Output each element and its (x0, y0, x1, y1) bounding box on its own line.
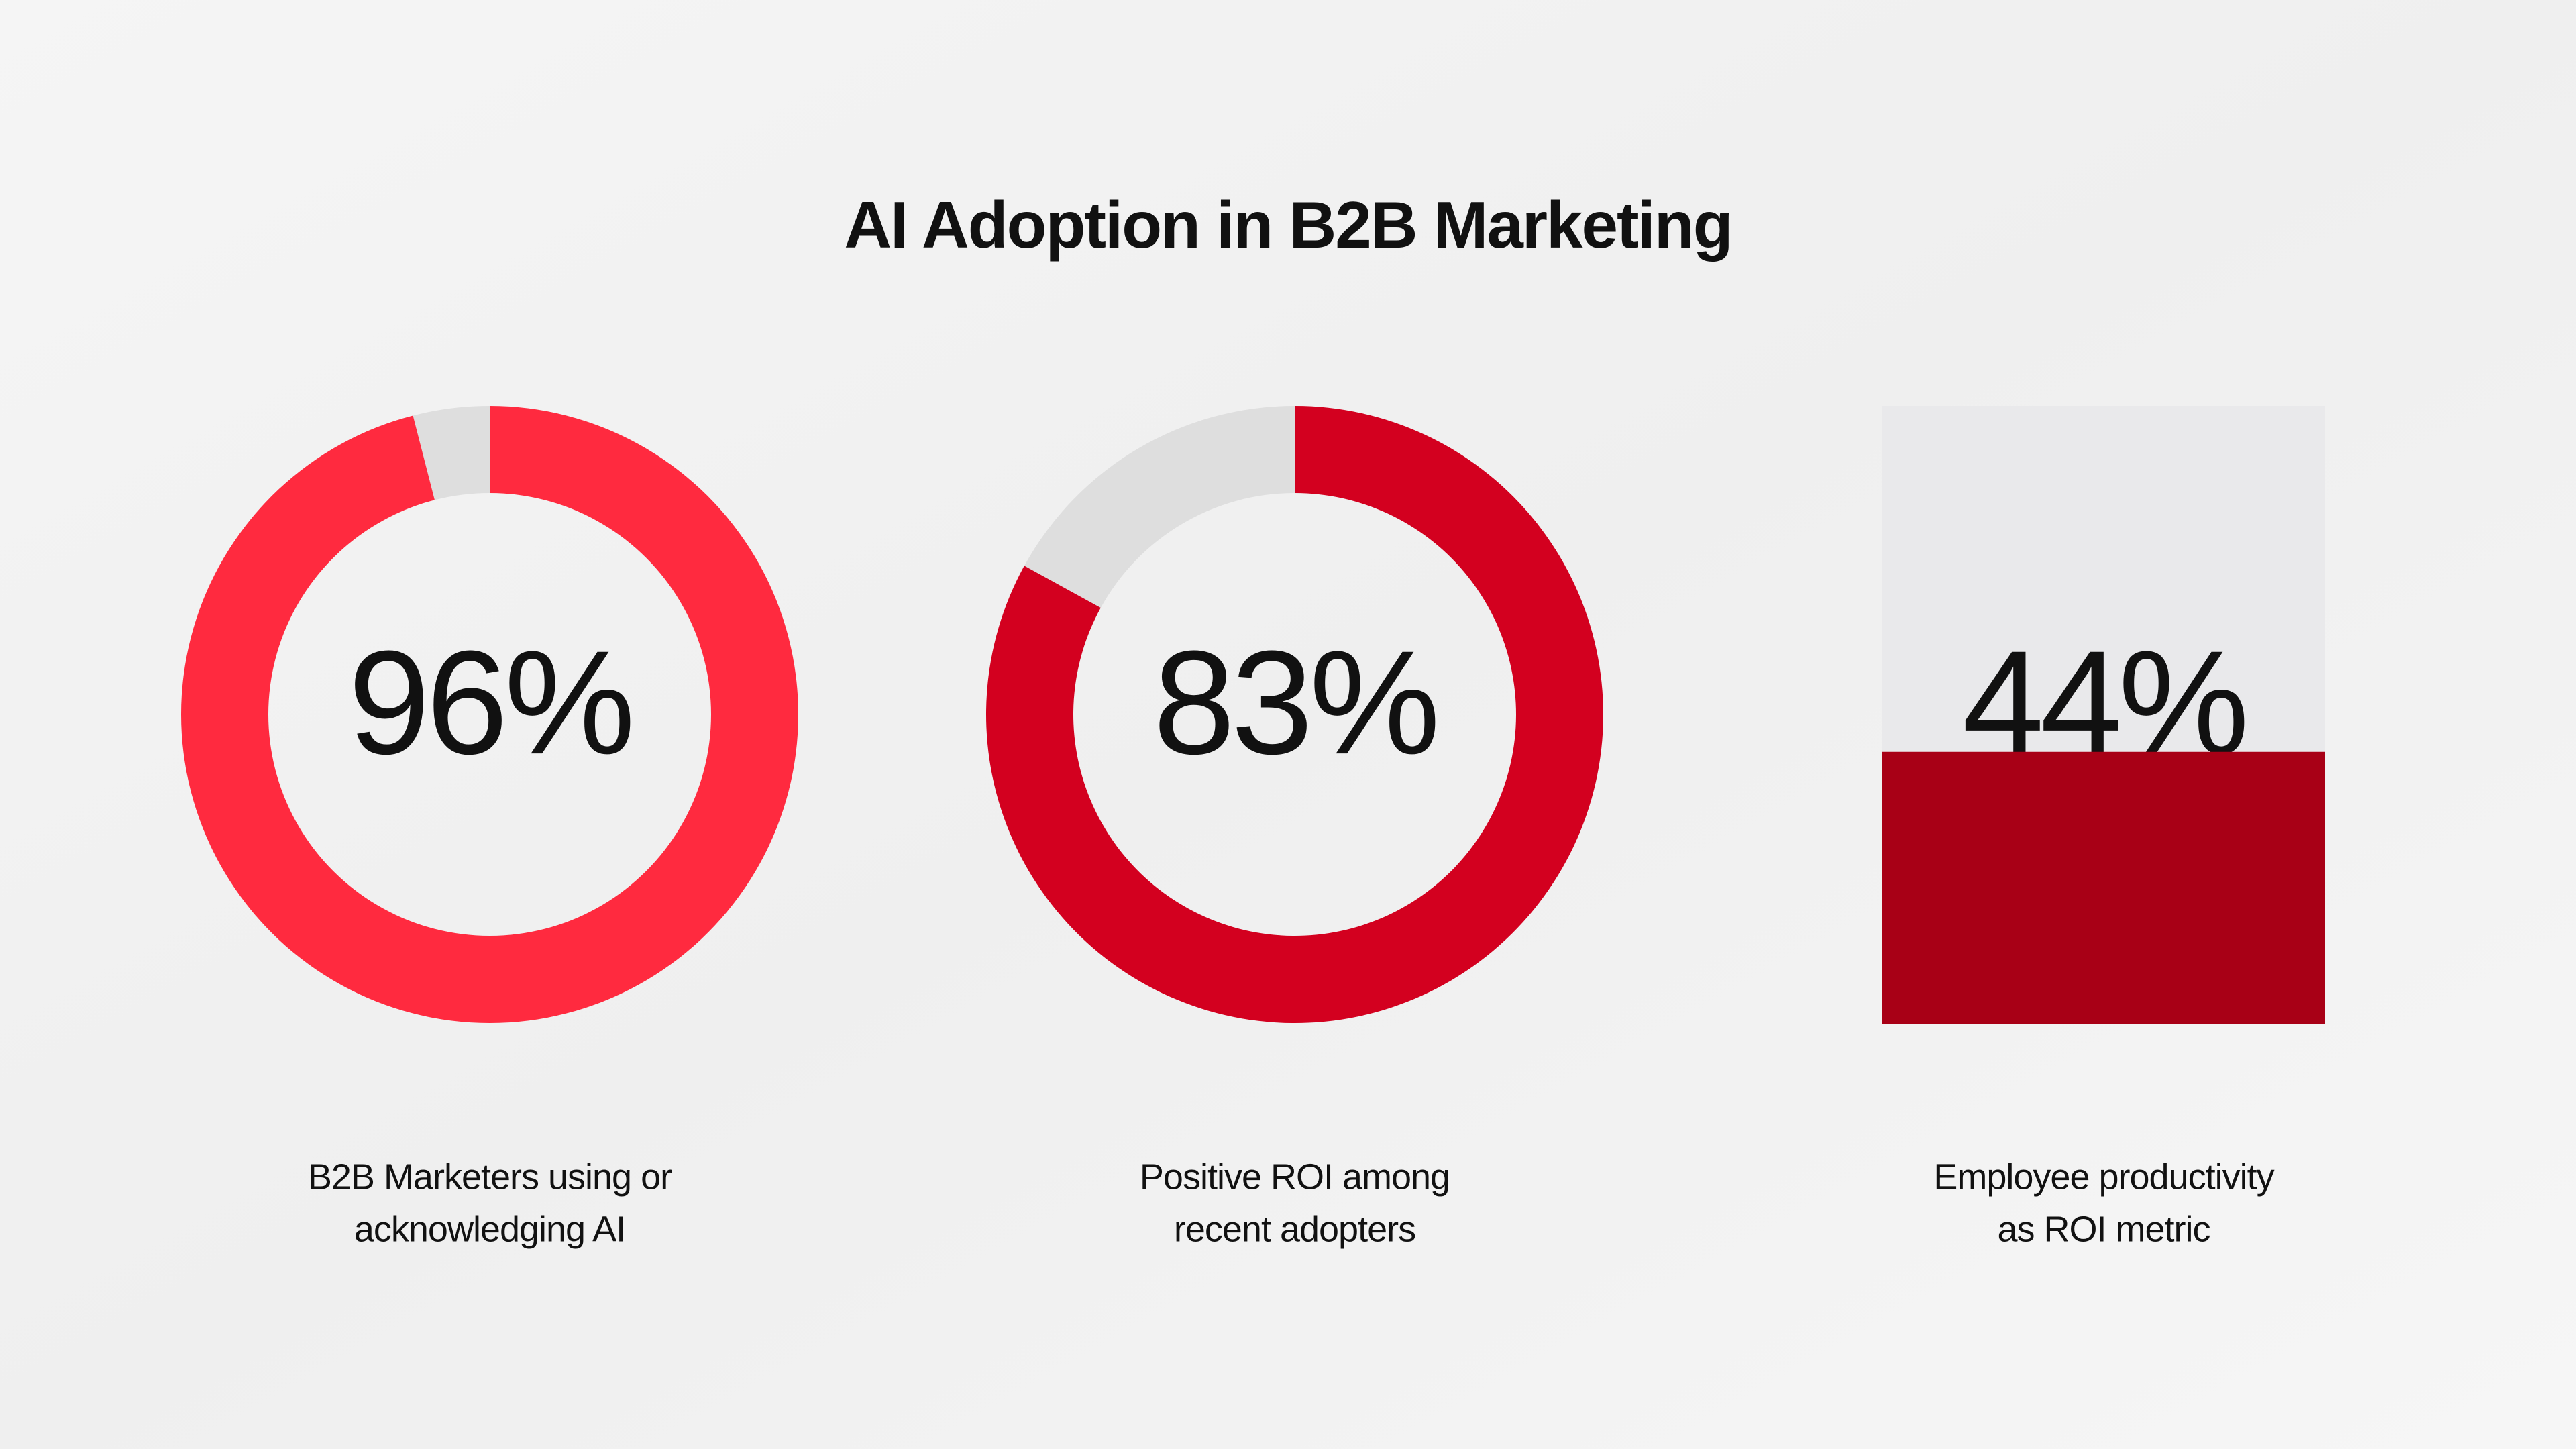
caption: acknowledging AI (354, 1209, 625, 1249)
value-label: 96% (348, 620, 631, 785)
caption: B2B Marketers using or (308, 1157, 672, 1197)
donut-track (1024, 406, 1295, 608)
value-label: 83% (1153, 620, 1436, 785)
title: AI Adoption in B2B Marketing (844, 188, 1731, 262)
fill-bar (1882, 751, 2325, 1024)
caption: Employee productivity (1933, 1157, 2274, 1197)
donut-track (413, 406, 490, 500)
caption: as ROI metric (1997, 1209, 2210, 1249)
caption: recent adopters (1174, 1209, 1415, 1249)
caption: Positive ROI among (1140, 1157, 1450, 1197)
